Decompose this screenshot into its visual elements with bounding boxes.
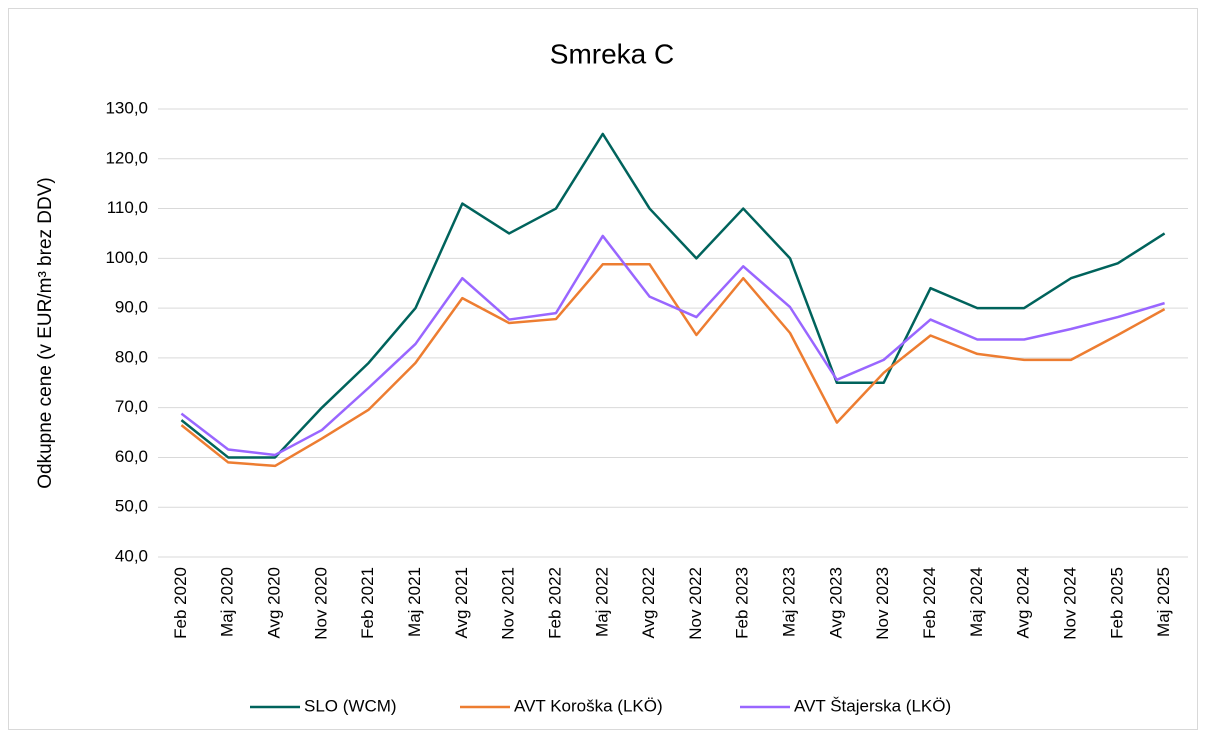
- x-tick-label: Maj 2022: [592, 567, 611, 637]
- x-tick-label: Maj 2024: [967, 567, 986, 637]
- x-tick-label: Feb 2023: [733, 567, 752, 639]
- chart-border: [8, 8, 1198, 730]
- x-tick-label: Avg 2023: [826, 567, 845, 639]
- y-tick-label: 90,0: [115, 298, 148, 317]
- legend-label: SLO (WCM): [304, 696, 397, 715]
- y-tick-label: 100,0: [105, 248, 148, 267]
- x-tick-label: Nov 2021: [499, 567, 518, 640]
- y-tick-label: 80,0: [115, 347, 148, 366]
- x-tick-label: Avg 2022: [639, 567, 658, 639]
- x-tick-label: Feb 2021: [358, 567, 377, 639]
- y-axis-label: Odkupne cene (v EUR/m³ brez DDV): [35, 177, 56, 489]
- chart-title: Smreka C: [550, 38, 674, 69]
- x-tick-label: Nov 2022: [686, 567, 705, 640]
- series-line: [180, 132, 1166, 459]
- x-tick-label: Nov 2024: [1060, 567, 1079, 640]
- x-tick-label: Avg 2024: [1014, 567, 1033, 639]
- x-tick-label: Maj 2020: [218, 567, 237, 637]
- y-tick-label: 130,0: [105, 98, 148, 117]
- series-line: [180, 263, 1166, 468]
- x-tick-label: Feb 2022: [545, 567, 564, 639]
- x-tick-label: Feb 2024: [920, 567, 939, 639]
- x-tick-label: Feb 2025: [1107, 567, 1126, 639]
- x-tick-label: Maj 2023: [780, 567, 799, 637]
- series-line: [180, 234, 1165, 457]
- y-tick-label: 60,0: [115, 447, 148, 466]
- x-tick-label: Nov 2020: [311, 567, 330, 640]
- x-tick-label: Maj 2021: [405, 567, 424, 637]
- x-tick-label: Nov 2023: [873, 567, 892, 640]
- legend-label: AVT Koroška (LKÖ): [514, 696, 663, 715]
- x-tick-label: Maj 2025: [1154, 567, 1173, 637]
- y-tick-label: 120,0: [105, 148, 148, 167]
- legend-label: AVT Štajerska (LKÖ): [794, 696, 951, 715]
- y-tick-label: 70,0: [115, 397, 148, 416]
- x-tick-label: Avg 2020: [265, 567, 284, 639]
- x-tick-label: Avg 2021: [452, 567, 471, 639]
- y-tick-label: 110,0: [107, 198, 148, 217]
- x-tick-label: Feb 2020: [171, 567, 190, 639]
- y-tick-label: 50,0: [115, 497, 148, 516]
- y-tick-label: 40,0: [115, 546, 148, 565]
